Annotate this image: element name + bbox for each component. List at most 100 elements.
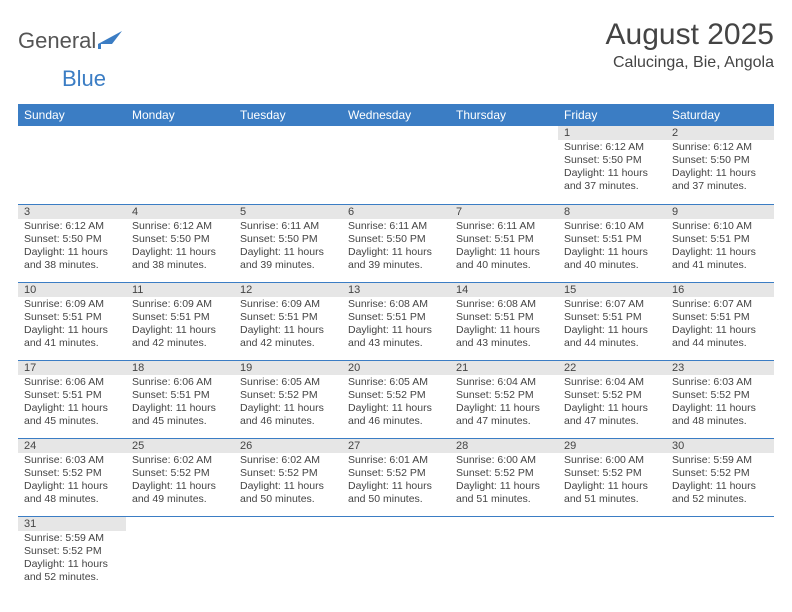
calendar-cell: 6Sunrise: 6:11 AMSunset: 5:50 PMDaylight… [342,204,450,282]
daylight-text: Daylight: 11 hours and 43 minutes. [456,324,552,350]
calendar-cell: 7Sunrise: 6:11 AMSunset: 5:51 PMDaylight… [450,204,558,282]
calendar-cell: 15Sunrise: 6:07 AMSunset: 5:51 PMDayligh… [558,282,666,360]
sunrise-text: Sunrise: 6:10 AM [564,220,660,233]
day-details: Sunrise: 6:12 AMSunset: 5:50 PMDaylight:… [666,140,774,198]
day-number: 6 [342,205,450,219]
calendar-cell: 27Sunrise: 6:01 AMSunset: 5:52 PMDayligh… [342,438,450,516]
sunrise-text: Sunrise: 6:10 AM [672,220,768,233]
sunset-text: Sunset: 5:50 PM [240,233,336,246]
day-number: 17 [18,361,126,375]
calendar-cell: 26Sunrise: 6:02 AMSunset: 5:52 PMDayligh… [234,438,342,516]
day-details: Sunrise: 6:12 AMSunset: 5:50 PMDaylight:… [558,140,666,198]
weekday-header: Monday [126,104,234,126]
day-number: 31 [18,517,126,531]
title-block: August 2025 Calucinga, Bie, Angola [606,18,774,72]
calendar-cell: 9Sunrise: 6:10 AMSunset: 5:51 PMDaylight… [666,204,774,282]
calendar-cell: 22Sunrise: 6:04 AMSunset: 5:52 PMDayligh… [558,360,666,438]
calendar-row: 31Sunrise: 5:59 AMSunset: 5:52 PMDayligh… [18,516,774,594]
day-details: Sunrise: 6:11 AMSunset: 5:50 PMDaylight:… [234,219,342,277]
weekday-header-row: Sunday Monday Tuesday Wednesday Thursday… [18,104,774,126]
daylight-text: Daylight: 11 hours and 39 minutes. [348,246,444,272]
calendar-cell: 28Sunrise: 6:00 AMSunset: 5:52 PMDayligh… [450,438,558,516]
day-number: 15 [558,283,666,297]
day-number: 20 [342,361,450,375]
sunrise-text: Sunrise: 6:06 AM [24,376,120,389]
calendar-cell: 25Sunrise: 6:02 AMSunset: 5:52 PMDayligh… [126,438,234,516]
day-details: Sunrise: 6:06 AMSunset: 5:51 PMDaylight:… [18,375,126,433]
sunset-text: Sunset: 5:52 PM [672,389,768,402]
daylight-text: Daylight: 11 hours and 44 minutes. [564,324,660,350]
sunrise-text: Sunrise: 6:11 AM [348,220,444,233]
sunset-text: Sunset: 5:52 PM [24,545,120,558]
daylight-text: Daylight: 11 hours and 47 minutes. [456,402,552,428]
day-details: Sunrise: 6:05 AMSunset: 5:52 PMDaylight:… [234,375,342,433]
day-number: 7 [450,205,558,219]
sunrise-text: Sunrise: 5:59 AM [24,532,120,545]
sunrise-text: Sunrise: 6:11 AM [456,220,552,233]
calendar-cell: 12Sunrise: 6:09 AMSunset: 5:51 PMDayligh… [234,282,342,360]
sunrise-text: Sunrise: 6:11 AM [240,220,336,233]
daylight-text: Daylight: 11 hours and 49 minutes. [132,480,228,506]
day-number: 8 [558,205,666,219]
sunrise-text: Sunrise: 6:09 AM [24,298,120,311]
sunrise-text: Sunrise: 6:07 AM [564,298,660,311]
daylight-text: Daylight: 11 hours and 46 minutes. [348,402,444,428]
sunset-text: Sunset: 5:50 PM [132,233,228,246]
sunset-text: Sunset: 5:51 PM [672,311,768,324]
weekday-header: Sunday [18,104,126,126]
weekday-header: Thursday [450,104,558,126]
day-details: Sunrise: 6:07 AMSunset: 5:51 PMDaylight:… [666,297,774,355]
calendar-cell: 4Sunrise: 6:12 AMSunset: 5:50 PMDaylight… [126,204,234,282]
sunset-text: Sunset: 5:52 PM [240,467,336,480]
sunrise-text: Sunrise: 6:03 AM [672,376,768,389]
weekday-header: Friday [558,104,666,126]
daylight-text: Daylight: 11 hours and 51 minutes. [456,480,552,506]
day-details: Sunrise: 6:09 AMSunset: 5:51 PMDaylight:… [234,297,342,355]
day-number: 10 [18,283,126,297]
calendar-row: 17Sunrise: 6:06 AMSunset: 5:51 PMDayligh… [18,360,774,438]
sunset-text: Sunset: 5:51 PM [24,311,120,324]
sunrise-text: Sunrise: 6:02 AM [132,454,228,467]
day-number: 3 [18,205,126,219]
sunrise-text: Sunrise: 6:04 AM [456,376,552,389]
day-details: Sunrise: 6:00 AMSunset: 5:52 PMDaylight:… [450,453,558,511]
day-number: 28 [450,439,558,453]
day-number: 24 [18,439,126,453]
day-number: 14 [450,283,558,297]
calendar-row: 10Sunrise: 6:09 AMSunset: 5:51 PMDayligh… [18,282,774,360]
day-details: Sunrise: 5:59 AMSunset: 5:52 PMDaylight:… [18,531,126,589]
daylight-text: Daylight: 11 hours and 45 minutes. [24,402,120,428]
sunset-text: Sunset: 5:51 PM [132,389,228,402]
sunrise-text: Sunrise: 6:12 AM [672,141,768,154]
calendar-row: 3Sunrise: 6:12 AMSunset: 5:50 PMDaylight… [18,204,774,282]
sunset-text: Sunset: 5:51 PM [564,233,660,246]
sunrise-text: Sunrise: 6:09 AM [132,298,228,311]
day-number: 5 [234,205,342,219]
calendar-cell [450,516,558,594]
sunset-text: Sunset: 5:51 PM [348,311,444,324]
day-number: 9 [666,205,774,219]
sunrise-text: Sunrise: 6:02 AM [240,454,336,467]
logo-text-blue: Blue [62,66,106,91]
day-details: Sunrise: 6:05 AMSunset: 5:52 PMDaylight:… [342,375,450,433]
daylight-text: Daylight: 11 hours and 44 minutes. [672,324,768,350]
sunset-text: Sunset: 5:52 PM [348,467,444,480]
sunrise-text: Sunrise: 6:00 AM [564,454,660,467]
daylight-text: Daylight: 11 hours and 51 minutes. [564,480,660,506]
sunset-text: Sunset: 5:52 PM [672,467,768,480]
sunset-text: Sunset: 5:52 PM [240,389,336,402]
day-details: Sunrise: 6:02 AMSunset: 5:52 PMDaylight:… [234,453,342,511]
sunrise-text: Sunrise: 6:06 AM [132,376,228,389]
weekday-header: Tuesday [234,104,342,126]
sunset-text: Sunset: 5:50 PM [24,233,120,246]
calendar-row: 1Sunrise: 6:12 AMSunset: 5:50 PMDaylight… [18,126,774,204]
calendar-cell [234,126,342,204]
daylight-text: Daylight: 11 hours and 52 minutes. [24,558,120,584]
calendar-row: 24Sunrise: 6:03 AMSunset: 5:52 PMDayligh… [18,438,774,516]
sunrise-text: Sunrise: 6:07 AM [672,298,768,311]
day-number: 1 [558,126,666,140]
daylight-text: Daylight: 11 hours and 42 minutes. [132,324,228,350]
day-details: Sunrise: 6:07 AMSunset: 5:51 PMDaylight:… [558,297,666,355]
daylight-text: Daylight: 11 hours and 50 minutes. [240,480,336,506]
day-details: Sunrise: 6:06 AMSunset: 5:51 PMDaylight:… [126,375,234,433]
